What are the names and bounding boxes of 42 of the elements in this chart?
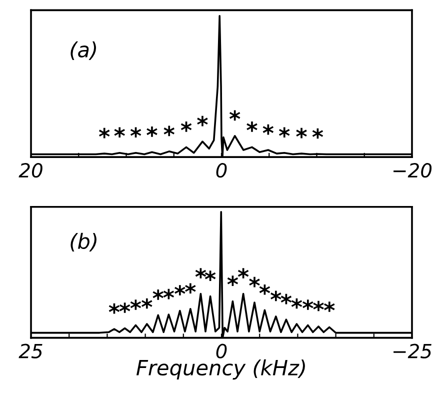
annotation: * [296, 128, 307, 138]
annotation: * [280, 294, 292, 304]
annotation: * [152, 290, 164, 300]
annotation: * [291, 298, 302, 309]
annotation: * [278, 127, 290, 138]
x-tick-label: 0 [216, 162, 227, 178]
annotation: * [238, 268, 249, 278]
annotation: * [246, 122, 258, 132]
annotation: * [302, 300, 314, 310]
annotation: * [142, 298, 152, 309]
annotation: * [164, 126, 174, 136]
annotation: * [270, 290, 282, 302]
annotation: (a) [70, 41, 96, 60]
annotation: * [174, 285, 186, 296]
annotation: * [108, 303, 120, 314]
x-tick-label: −25 [394, 344, 432, 358]
annotation: (b) [70, 232, 96, 252]
annotation: * [163, 288, 174, 300]
annotation: * [130, 127, 142, 138]
annotation: * [249, 276, 260, 288]
annotation: * [227, 276, 238, 286]
annotation: * [180, 122, 192, 132]
x-axis-title: Frequency (kHz) [136, 359, 305, 380]
annotation: * [312, 128, 324, 139]
annotation: * [146, 126, 158, 137]
annotation: * [313, 300, 324, 312]
x-tick-label: 25 [18, 344, 42, 358]
annotation: * [229, 110, 240, 121]
annotation: * [197, 116, 208, 126]
x-tick-label: 0 [216, 344, 227, 358]
annotation: * [130, 300, 142, 310]
annotation: * [98, 128, 110, 138]
annotation: * [204, 270, 216, 281]
annotation: * [119, 302, 130, 313]
x-tick-label: −20 [394, 162, 432, 178]
annotation: * [259, 284, 270, 295]
annotation: * [195, 268, 206, 278]
x-tick-label: 20 [18, 162, 42, 178]
annotation: * [324, 302, 335, 312]
annotation: * [185, 283, 196, 294]
annotation: * [114, 127, 125, 138]
annotation: * [262, 124, 274, 135]
